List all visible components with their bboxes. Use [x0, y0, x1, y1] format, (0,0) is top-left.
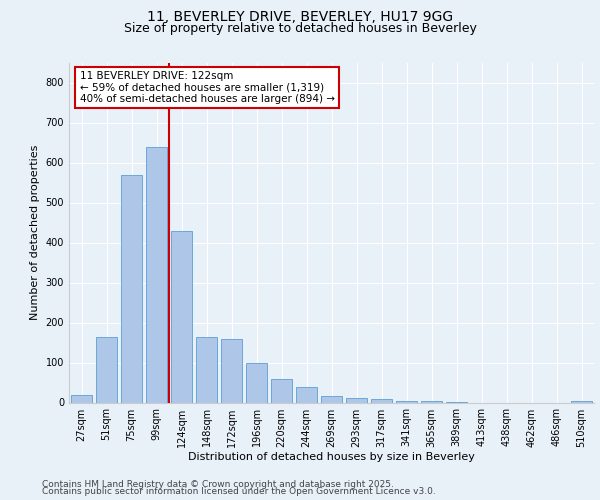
- Bar: [271, 380, 292, 402]
- Bar: [221, 338, 242, 402]
- Bar: [121, 174, 142, 402]
- Text: 11 BEVERLEY DRIVE: 122sqm
← 59% of detached houses are smaller (1,319)
40% of se: 11 BEVERLEY DRIVE: 122sqm ← 59% of detac…: [79, 71, 335, 104]
- Bar: [571, 400, 592, 402]
- Text: 11, BEVERLEY DRIVE, BEVERLEY, HU17 9GG: 11, BEVERLEY DRIVE, BEVERLEY, HU17 9GG: [147, 10, 453, 24]
- Bar: [196, 336, 217, 402]
- Bar: [171, 230, 192, 402]
- Bar: [71, 394, 92, 402]
- Bar: [296, 388, 317, 402]
- Bar: [396, 400, 417, 402]
- Text: Size of property relative to detached houses in Beverley: Size of property relative to detached ho…: [124, 22, 476, 35]
- Bar: [321, 396, 342, 402]
- Bar: [371, 399, 392, 402]
- Y-axis label: Number of detached properties: Number of detached properties: [30, 145, 40, 320]
- Bar: [146, 146, 167, 402]
- Bar: [96, 336, 117, 402]
- Bar: [421, 401, 442, 402]
- Bar: [346, 398, 367, 402]
- Text: Contains public sector information licensed under the Open Government Licence v3: Contains public sector information licen…: [42, 487, 436, 496]
- Bar: [246, 362, 267, 403]
- Text: Contains HM Land Registry data © Crown copyright and database right 2025.: Contains HM Land Registry data © Crown c…: [42, 480, 394, 489]
- X-axis label: Distribution of detached houses by size in Beverley: Distribution of detached houses by size …: [188, 452, 475, 462]
